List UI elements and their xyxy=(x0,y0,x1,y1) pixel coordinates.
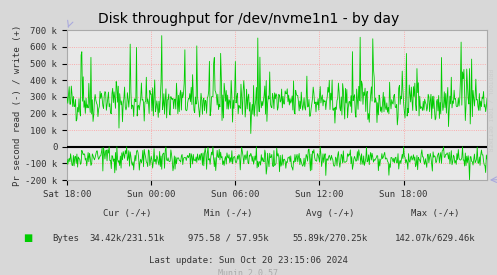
Text: Bytes: Bytes xyxy=(52,234,79,243)
Text: Avg (-/+): Avg (-/+) xyxy=(306,209,355,218)
Text: 975.58 / 57.95k: 975.58 / 57.95k xyxy=(188,234,269,243)
Text: Last update: Sun Oct 20 23:15:06 2024: Last update: Sun Oct 20 23:15:06 2024 xyxy=(149,256,348,265)
Text: Munin 2.0.57: Munin 2.0.57 xyxy=(219,270,278,275)
Text: RRDTOOL / TOBI OETIKER: RRDTOOL / TOBI OETIKER xyxy=(487,69,492,151)
Text: Disk throughput for /dev/nvme1n1 - by day: Disk throughput for /dev/nvme1n1 - by da… xyxy=(98,12,399,26)
Text: ■: ■ xyxy=(23,233,32,243)
Text: 55.89k/270.25k: 55.89k/270.25k xyxy=(293,234,368,243)
Text: 142.07k/629.46k: 142.07k/629.46k xyxy=(395,234,475,243)
Text: Cur (-/+): Cur (-/+) xyxy=(102,209,151,218)
Text: Max (-/+): Max (-/+) xyxy=(411,209,459,218)
Text: 34.42k/231.51k: 34.42k/231.51k xyxy=(89,234,165,243)
Text: Min (-/+): Min (-/+) xyxy=(204,209,253,218)
Y-axis label: Pr second read (-) / write (+): Pr second read (-) / write (+) xyxy=(13,24,22,186)
